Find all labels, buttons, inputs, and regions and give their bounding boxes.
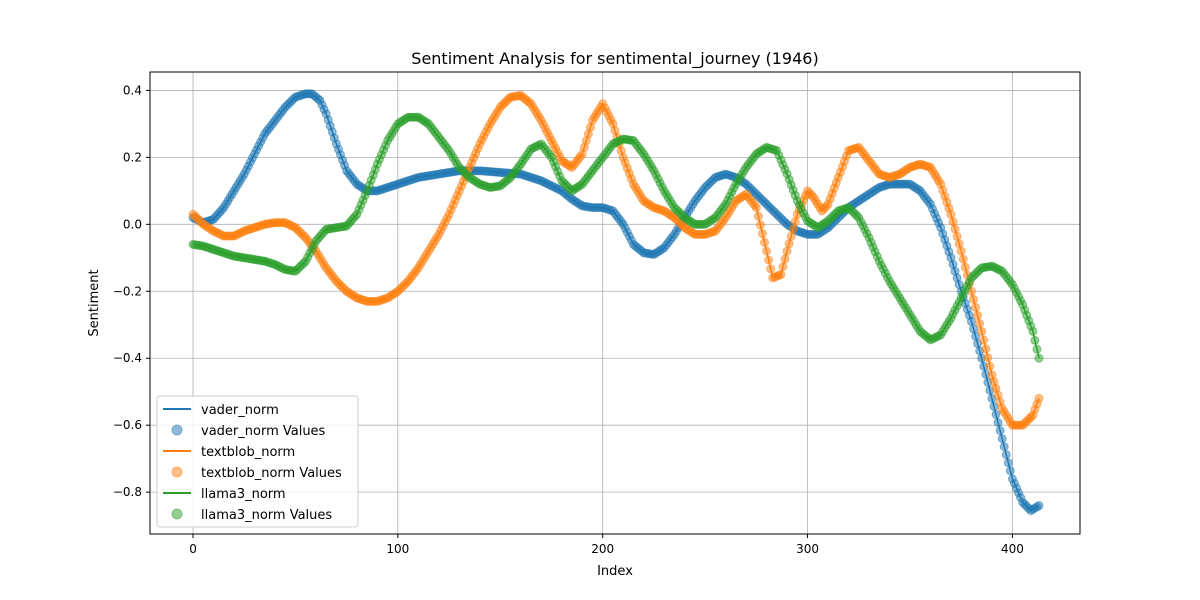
textblob_norm-value-point bbox=[954, 239, 964, 249]
x-axis-label: Index bbox=[597, 564, 633, 579]
legend-label: llama3_norm bbox=[201, 487, 286, 502]
y-tick-label: −0.2 bbox=[113, 284, 142, 298]
chart-title: Sentiment Analysis for sentimental_journ… bbox=[411, 49, 818, 69]
textblob_norm-value-point bbox=[968, 294, 978, 304]
vader_norm-value-point bbox=[989, 401, 999, 411]
legend: vader_norm vader_norm Values textblob_norm… bbox=[156, 395, 359, 528]
textblob_norm-value-point bbox=[1034, 393, 1044, 403]
y-axis-label: Sentiment bbox=[87, 269, 102, 336]
textblob_norm-value-point bbox=[950, 224, 960, 234]
vader_norm-value-point bbox=[1003, 458, 1013, 468]
textblob_norm-value-point bbox=[946, 209, 956, 219]
vader_norm-value-point bbox=[1001, 450, 1011, 460]
x-tick-label: 200 bbox=[591, 542, 614, 556]
x-tick-label: 0 bbox=[189, 542, 197, 556]
llama3_norm-value-point bbox=[1034, 353, 1044, 363]
legend-marker-swatch bbox=[171, 466, 183, 478]
vader_norm-value-point bbox=[991, 409, 1001, 419]
textblob_norm-value-point bbox=[778, 262, 788, 272]
legend-label: textblob_norm Values bbox=[201, 466, 342, 481]
textblob_norm-value-point bbox=[971, 302, 981, 312]
series-layer bbox=[188, 89, 1044, 516]
vader_norm-value-point bbox=[993, 418, 1003, 428]
y-tick-label: −0.6 bbox=[113, 418, 142, 432]
textblob_norm-value-point bbox=[958, 254, 968, 264]
x-tick-label: 100 bbox=[386, 542, 409, 556]
legend-label: vader_norm Values bbox=[201, 424, 326, 439]
vader_norm-value-point bbox=[999, 442, 1009, 452]
plot-frame bbox=[149, 71, 1081, 535]
series-llama3_norm bbox=[188, 112, 1044, 363]
textblob_norm-value-point bbox=[973, 310, 983, 320]
textblob_norm-value-point bbox=[782, 246, 792, 256]
y-tick-label: 0.2 bbox=[123, 150, 142, 164]
legend-box bbox=[156, 395, 359, 528]
textblob_norm-value-point bbox=[757, 229, 767, 239]
legend-marker-swatch bbox=[171, 508, 183, 520]
textblob_norm-value-point bbox=[956, 246, 966, 256]
vader_norm-value-point bbox=[966, 316, 976, 326]
textblob_norm-value-point bbox=[981, 344, 991, 354]
llama3_norm-value-point bbox=[1030, 335, 1040, 345]
textblob_norm-value-point bbox=[780, 254, 790, 264]
vader_norm-value-point bbox=[995, 426, 1005, 436]
vader_norm-value-point bbox=[997, 434, 1007, 444]
textblob_norm-value-point bbox=[776, 270, 786, 280]
textblob_norm-value-point bbox=[766, 264, 776, 274]
x-tick-label: 400 bbox=[1001, 542, 1024, 556]
y-tick-label: −0.4 bbox=[113, 351, 142, 365]
y-tick-label: 0.0 bbox=[123, 217, 142, 231]
textblob_norm-value-point bbox=[786, 231, 796, 241]
textblob_norm-value-point bbox=[960, 262, 970, 272]
legend-marker-swatch bbox=[171, 424, 183, 436]
textblob_norm-value-point bbox=[764, 255, 774, 265]
llama3_norm-value-point bbox=[1032, 344, 1042, 354]
textblob_norm-value-point bbox=[755, 220, 765, 230]
llama3_norm-value-point bbox=[1028, 326, 1038, 336]
textblob_norm-value-point bbox=[751, 203, 761, 213]
textblob_norm-value-point bbox=[948, 217, 958, 227]
textblob_norm-value-point bbox=[985, 361, 995, 371]
textblob_norm-value-point bbox=[977, 326, 987, 336]
textblob_norm-value-point bbox=[753, 211, 763, 221]
y-tick-label: −0.8 bbox=[113, 485, 142, 499]
textblob_norm-value-point bbox=[975, 318, 985, 328]
vader_norm-value-point bbox=[1005, 466, 1015, 476]
y-axis-ticks: −0.8 −0.6 −0.4 −0.2 0.0 0.2 0.4 bbox=[113, 83, 150, 499]
y-tick-label: 0.4 bbox=[123, 83, 142, 97]
textblob_norm-value-point bbox=[762, 246, 772, 256]
textblob_norm-value-point bbox=[790, 217, 800, 227]
x-axis-ticks: 0 100 200 300 400 bbox=[189, 534, 1024, 556]
textblob_norm-value-point bbox=[784, 239, 794, 249]
textblob_norm-value-point bbox=[983, 353, 993, 363]
legend-label: vader_norm bbox=[201, 403, 279, 418]
x-tick-label: 300 bbox=[796, 542, 819, 556]
legend-label: llama3_norm Values bbox=[201, 508, 332, 523]
vader_norm-value-point bbox=[1034, 501, 1044, 511]
textblob_norm-value-point bbox=[979, 335, 989, 345]
textblob_norm-value-point bbox=[952, 231, 962, 241]
textblob_norm-value-point bbox=[760, 237, 770, 247]
legend-label: textblob_norm bbox=[201, 445, 295, 460]
textblob_norm-value-point bbox=[788, 224, 798, 234]
